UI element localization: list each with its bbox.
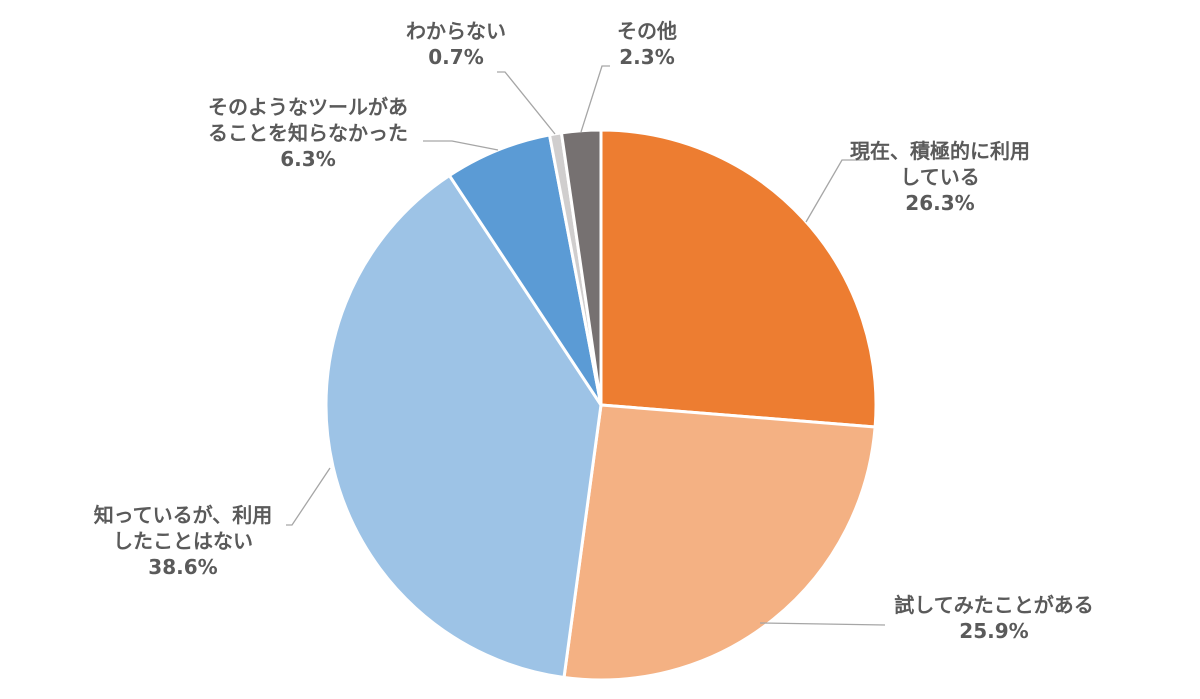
slice-label-0: 現在、積極的に利用している 26.3% — [850, 139, 1030, 215]
slice-category-label: そのようなツールがあ — [208, 95, 408, 119]
slice-value-label: 38.6% — [148, 555, 217, 579]
slice-label-1: 試してみたことがある 25.9% — [894, 593, 1093, 643]
leader-line-3 — [423, 140, 499, 151]
slice-label-5: その他 2.3% — [617, 19, 677, 69]
pie-slice-1 — [562, 403, 877, 682]
slice-category-label: したことはない — [113, 529, 253, 553]
slices-layer — [324, 128, 878, 682]
slice-value-label: 2.3% — [619, 45, 674, 69]
slice-value-label: 26.3% — [905, 191, 974, 215]
slice-category-label: 現在、積極的に利用 — [850, 139, 1030, 163]
leader-line-5 — [580, 65, 610, 133]
slice-category-label: その他 — [617, 19, 677, 43]
slice-label-4: わからない 0.7% — [406, 19, 506, 69]
slice-label-3: そのようなツールがあることを知らなかった 6.3% — [208, 95, 408, 171]
slice-category-label: 試してみたことがある — [894, 593, 1093, 617]
pie-slice-0 — [599, 128, 878, 429]
leader-line-1 — [759, 622, 886, 626]
slice-category-label: している — [900, 165, 979, 189]
slice-value-label: 6.3% — [280, 147, 335, 171]
slice-category-label: わからない — [406, 19, 506, 43]
slice-value-label: 0.7% — [428, 45, 483, 69]
slice-label-2: 知っているが、利用したことはない 38.6% — [94, 503, 273, 579]
leader-line-2 — [286, 467, 331, 526]
slice-value-label: 25.9% — [959, 619, 1028, 643]
leader-line-0 — [805, 159, 868, 223]
slice-category-label: 知っているが、利用 — [94, 503, 273, 527]
leader-line-4 — [497, 71, 556, 135]
leader-lines-layer — [286, 65, 886, 626]
labels-layer: 現在、積極的に利用している 26.3% 試してみたことがある 25.9% 知っているが、… — [94, 19, 1094, 643]
slice-category-label: ることを知らなかった — [208, 121, 408, 145]
